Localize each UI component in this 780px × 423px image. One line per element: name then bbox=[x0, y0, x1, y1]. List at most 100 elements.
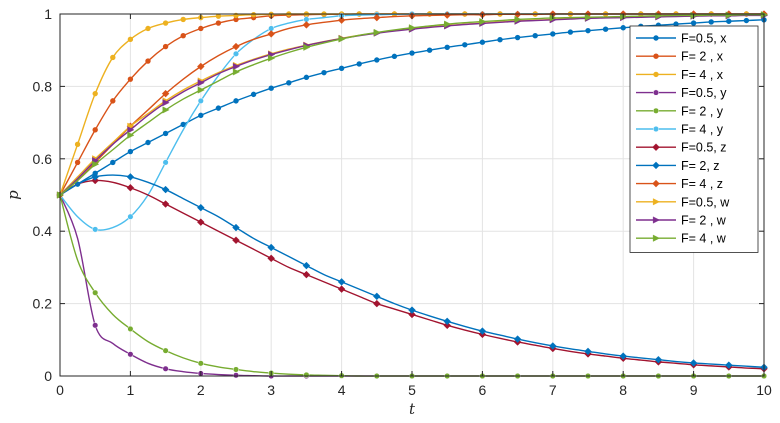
data-point bbox=[268, 54, 276, 62]
data-point bbox=[162, 20, 169, 26]
data-point bbox=[92, 127, 98, 133]
data-point bbox=[267, 30, 275, 38]
data-point bbox=[532, 33, 538, 39]
data-point bbox=[478, 327, 487, 335]
data-point bbox=[161, 89, 170, 98]
data-point bbox=[338, 65, 345, 72]
data-point bbox=[497, 37, 503, 43]
data-point bbox=[602, 26, 609, 32]
data-point bbox=[232, 372, 240, 379]
legend-item: F= 2 , x bbox=[636, 50, 724, 64]
data-point bbox=[268, 85, 274, 91]
data-point bbox=[145, 139, 151, 146]
data-point bbox=[232, 42, 240, 51]
data-point bbox=[232, 62, 241, 71]
data-point bbox=[92, 226, 99, 233]
data-point bbox=[145, 58, 151, 64]
legend-marker bbox=[652, 198, 661, 206]
data-point bbox=[162, 99, 170, 107]
data-point bbox=[514, 34, 521, 41]
data-point bbox=[373, 299, 381, 308]
data-point bbox=[91, 173, 99, 181]
legend-marker bbox=[653, 35, 659, 41]
data-point bbox=[443, 317, 451, 326]
data-point bbox=[232, 68, 241, 76]
data-point bbox=[74, 159, 81, 166]
data-point bbox=[161, 185, 170, 194]
data-point bbox=[197, 86, 205, 94]
legend-marker bbox=[652, 143, 660, 151]
y-tick-label: 1 bbox=[44, 6, 52, 22]
x-tick-label: 5 bbox=[408, 382, 416, 398]
data-point bbox=[215, 105, 222, 111]
data-point bbox=[267, 254, 275, 263]
x-tick-label: 0 bbox=[56, 382, 64, 398]
data-point bbox=[162, 106, 170, 114]
x-tick-label: 6 bbox=[479, 382, 487, 398]
data-point bbox=[689, 359, 698, 367]
data-point bbox=[127, 36, 134, 43]
data-point bbox=[215, 13, 222, 19]
legend-item: F= 4 , y bbox=[636, 123, 724, 137]
y-tick-label: 0.4 bbox=[33, 223, 53, 239]
data-point bbox=[232, 223, 240, 232]
data-point bbox=[619, 352, 627, 360]
data-point bbox=[444, 44, 450, 51]
data-point bbox=[145, 25, 151, 32]
data-point bbox=[337, 278, 346, 286]
y-tick-label: 0.2 bbox=[33, 296, 53, 312]
data-point bbox=[162, 347, 169, 354]
data-point bbox=[584, 13, 593, 21]
data-point bbox=[162, 365, 169, 372]
data-point bbox=[708, 19, 714, 25]
legend-marker bbox=[653, 71, 659, 78]
data-point bbox=[127, 213, 134, 220]
legend-item: F= 4 , z bbox=[636, 177, 723, 191]
data-point bbox=[408, 310, 416, 319]
data-point bbox=[198, 25, 204, 32]
y-tick-label: 0 bbox=[44, 368, 52, 384]
data-point bbox=[197, 360, 204, 367]
legend-item: F=0.5, y bbox=[636, 86, 727, 100]
data-point bbox=[356, 61, 362, 67]
data-point bbox=[180, 33, 186, 39]
data-point bbox=[74, 141, 81, 148]
data-point bbox=[302, 270, 311, 279]
x-tick-label: 8 bbox=[619, 382, 627, 398]
legend-label: F= 4 , y bbox=[681, 123, 724, 137]
legend-marker bbox=[652, 89, 660, 96]
data-point bbox=[250, 12, 257, 18]
data-point bbox=[690, 20, 697, 26]
data-point bbox=[92, 322, 99, 329]
axis-ticks: 0 1 2 3 4 5 6 7 8 9 10 0 0.2 0.4 0.6 0.8 1 bbox=[33, 6, 772, 398]
data-point bbox=[479, 18, 487, 26]
data-point bbox=[303, 43, 311, 51]
legend-item: F= 4 , w bbox=[636, 232, 727, 246]
data-point bbox=[197, 218, 205, 226]
data-point bbox=[654, 355, 663, 364]
data-point bbox=[197, 79, 205, 87]
x-tick-label: 7 bbox=[549, 382, 557, 398]
y-tick-label: 0.8 bbox=[33, 78, 53, 94]
data-point bbox=[126, 173, 135, 181]
x-tick-label: 10 bbox=[756, 382, 772, 398]
legend-label: F= 4 , x bbox=[681, 68, 724, 82]
data-point bbox=[303, 74, 310, 81]
data-point bbox=[408, 306, 416, 314]
y-tick-label: 0.6 bbox=[33, 151, 53, 167]
data-point bbox=[725, 11, 733, 19]
data-point bbox=[585, 27, 591, 34]
data-point bbox=[620, 25, 626, 31]
legend-label: F= 2 , x bbox=[681, 50, 724, 64]
data-point bbox=[162, 159, 169, 166]
data-point bbox=[303, 371, 310, 378]
data-point bbox=[302, 21, 311, 29]
legend-marker bbox=[652, 216, 661, 224]
data-point bbox=[321, 69, 327, 76]
x-tick-label: 3 bbox=[267, 382, 275, 398]
data-point bbox=[250, 91, 257, 98]
data-point bbox=[286, 80, 292, 86]
data-point bbox=[462, 42, 468, 48]
legend: F=0.5, x F= 2 , x F= 4 , x F=0.5, y F= 2 , y… bbox=[629, 25, 759, 253]
data-point bbox=[92, 160, 100, 168]
